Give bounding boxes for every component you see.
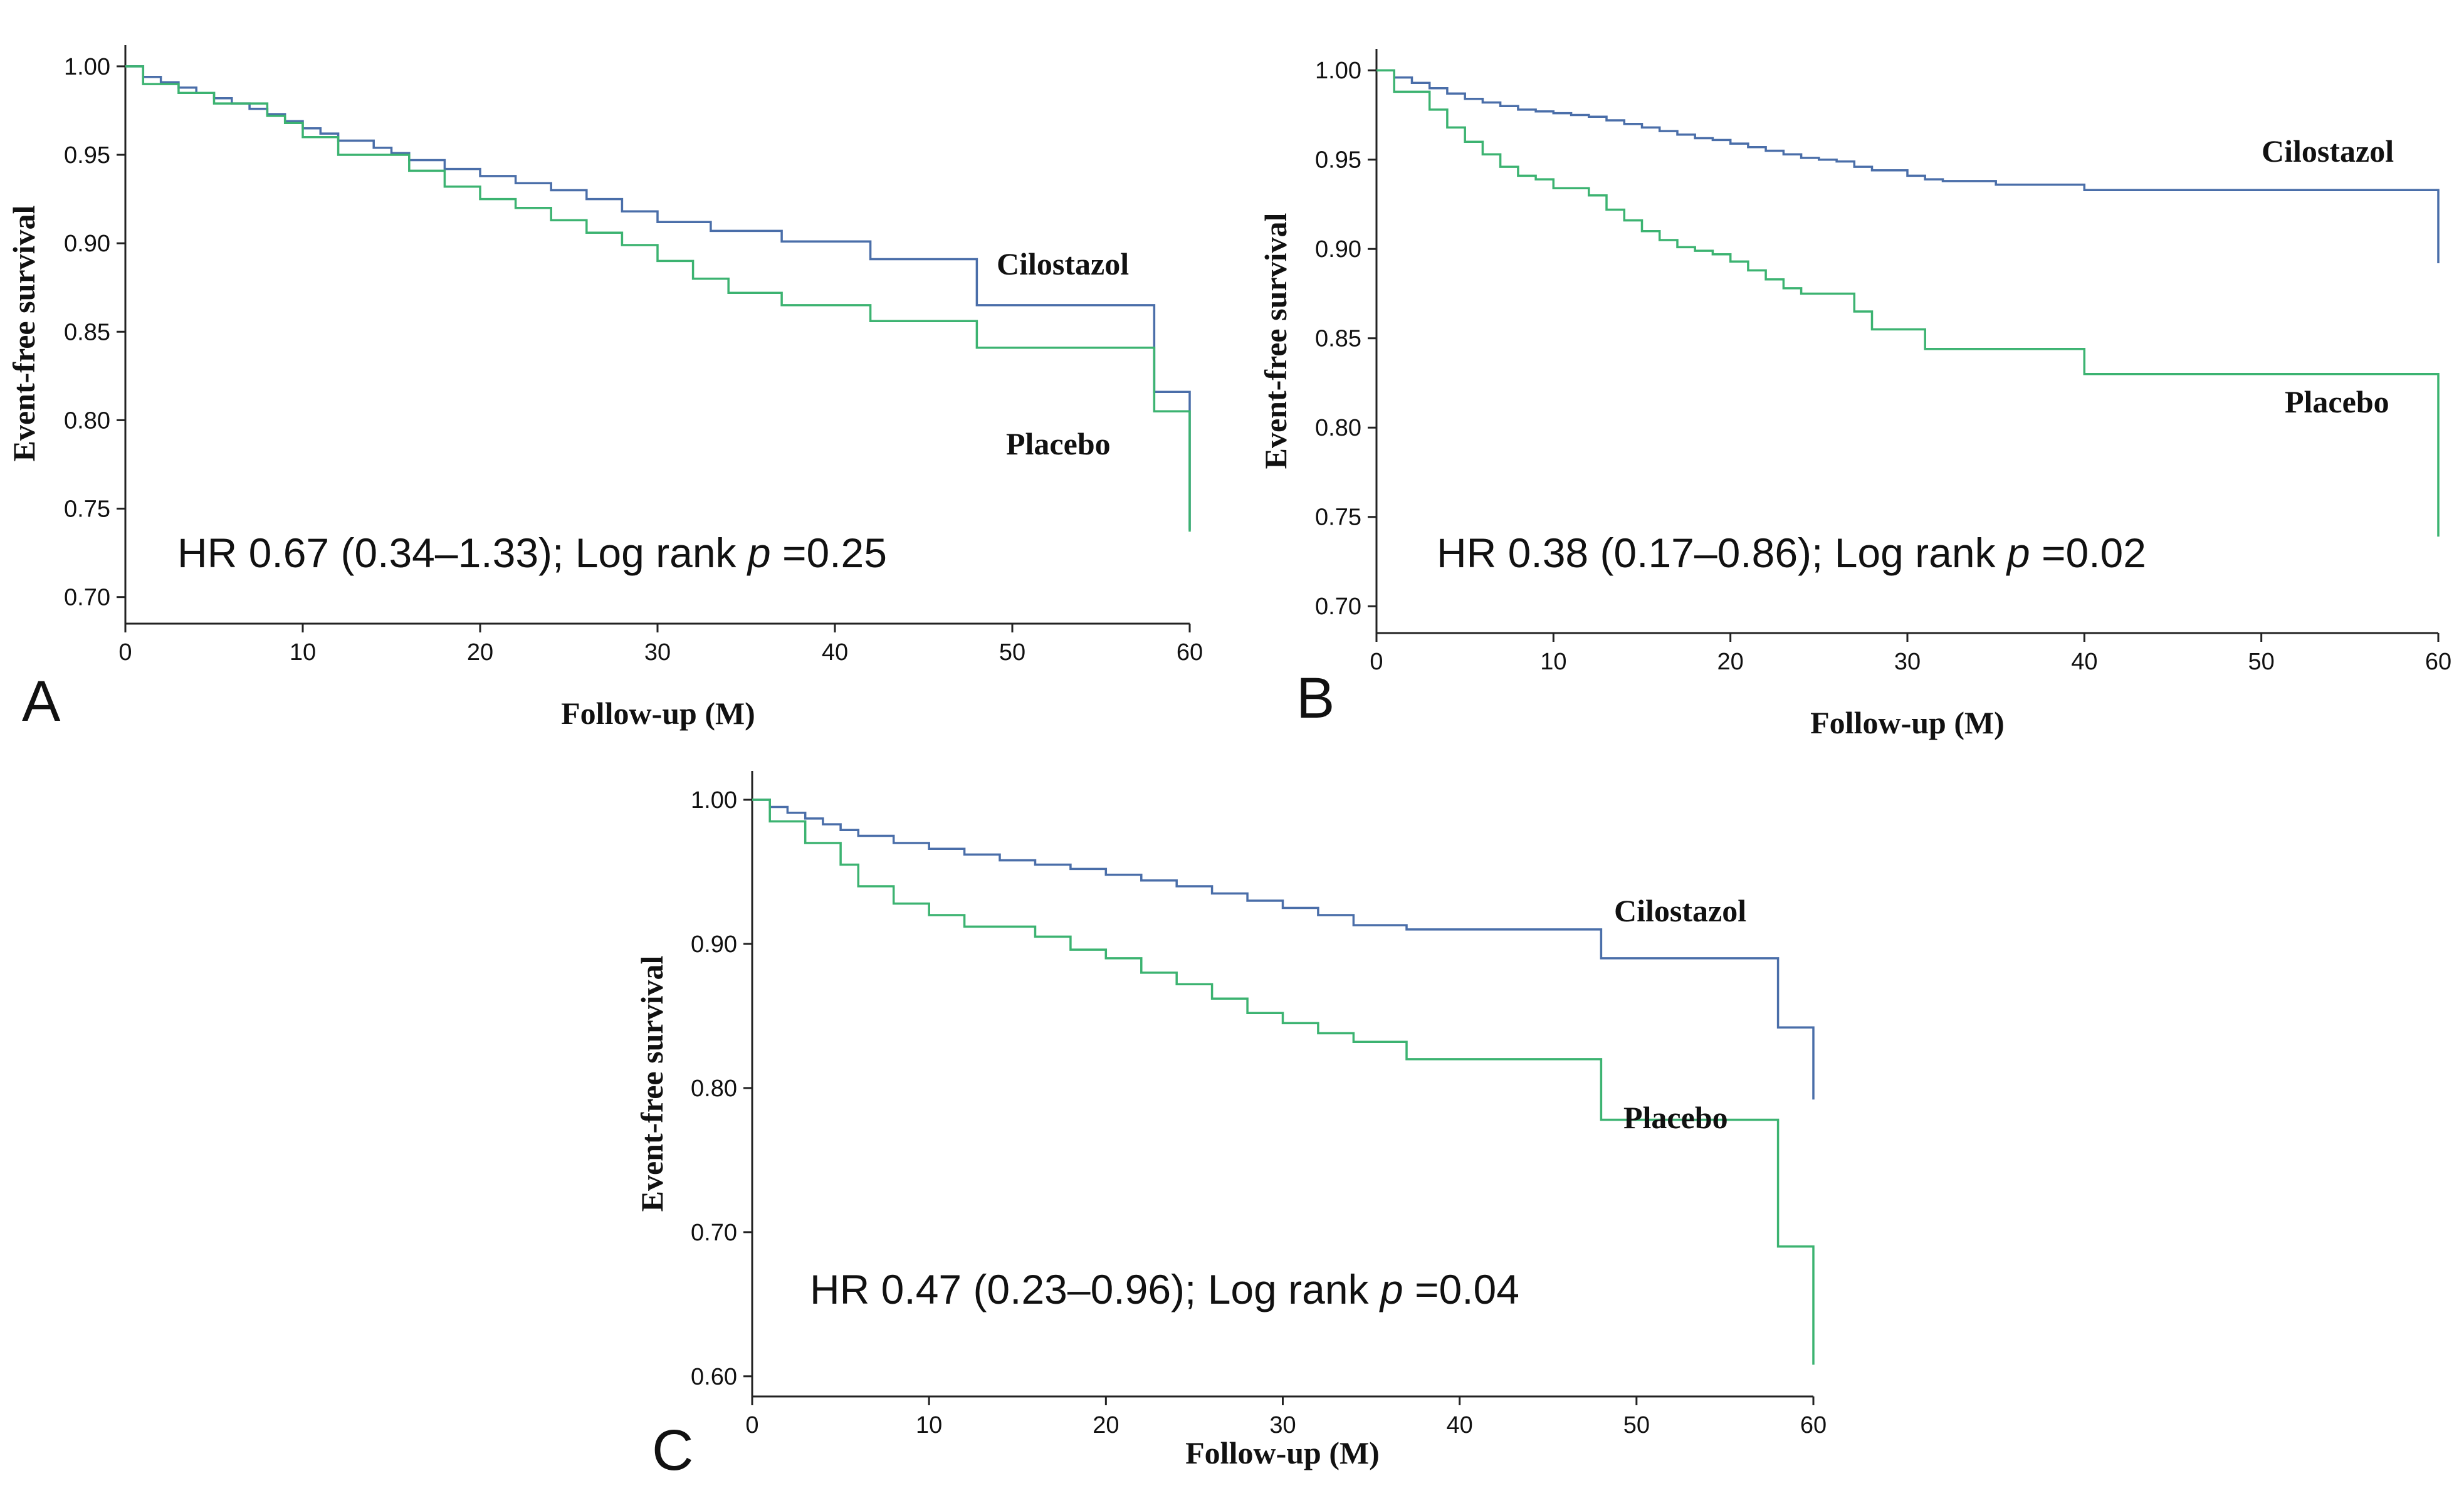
x-axis-title: Follow-up (M) <box>561 696 755 731</box>
x-axis-title: Follow-up (M) <box>1810 705 2005 740</box>
y-axis-title: Event-free survival <box>1258 213 1293 469</box>
x-tick-label: 40 <box>1447 1412 1473 1438</box>
y-tick-label: 1.00 <box>1315 58 1361 84</box>
y-tick-label: 0.70 <box>691 1220 737 1246</box>
p-value: =0.25 <box>771 530 887 576</box>
panel-c: 0 10 20 30 40 50 60 0.60 0.70 0.80 0.90 1.00 Cilosta… <box>634 771 1827 1482</box>
panel-letter: C <box>652 1418 693 1482</box>
x-tick-label: 0 <box>1370 649 1383 675</box>
x-tick-label: 0 <box>118 639 132 666</box>
placebo-label: Placebo <box>2285 384 2389 419</box>
placebo-label: Placebo <box>1623 1100 1728 1135</box>
y-tick-label: 0.85 <box>64 319 110 345</box>
hr-annotation: HR 0.47 (0.23–0.96); Log rank p =0.04 <box>810 1266 1519 1312</box>
cilostazol-label: Cilostazol <box>997 246 1129 281</box>
y-tick-label: 0.80 <box>64 407 110 434</box>
hr-annotation-text: HR 0.47 (0.23–0.96); Log rank <box>810 1266 1380 1312</box>
x-tick-label: 60 <box>2425 649 2451 675</box>
y-tick-label: 1.00 <box>691 787 737 814</box>
x-tick-label: 60 <box>1800 1412 1827 1438</box>
x-tick-label: 10 <box>916 1412 942 1438</box>
p-symbol: p <box>2006 530 2030 576</box>
y-tick-label: 0.85 <box>1315 326 1361 352</box>
y-tick-label: 0.90 <box>691 931 737 958</box>
placebo-curve <box>125 65 1191 532</box>
x-tick-label: 40 <box>822 639 848 666</box>
y-tick-label: 0.70 <box>64 585 110 611</box>
placebo-curve <box>752 799 1815 1365</box>
y-tick-label: 0.95 <box>64 142 110 169</box>
y-tick-label: 1.00 <box>64 54 110 80</box>
p-value: =0.02 <box>2030 530 2146 576</box>
y-tick-label: 0.80 <box>1315 415 1361 441</box>
x-axis-title: Follow-up (M) <box>1185 1435 1380 1470</box>
cilostazol-curve <box>752 799 1815 1100</box>
placebo-curve <box>1376 69 2440 537</box>
hr-annotation-text: HR 0.67 (0.34–1.33); Log rank <box>177 530 748 576</box>
hr-annotation: HR 0.67 (0.34–1.33); Log rank p =0.25 <box>177 530 887 576</box>
y-tick-label: 0.90 <box>1315 236 1361 263</box>
y-tick-label: 0.75 <box>1315 505 1361 531</box>
y-axis-title: Event-free survival <box>634 956 669 1212</box>
x-tick-label: 10 <box>1540 649 1566 675</box>
panel-letter: A <box>22 669 61 733</box>
hr-annotation-text: HR 0.38 (0.17–0.86); Log rank <box>1437 530 2007 576</box>
cilostazol-label: Cilostazol <box>2262 134 2394 169</box>
y-tick-label: 0.70 <box>1315 594 1361 620</box>
x-tick-label: 30 <box>1269 1412 1296 1438</box>
placebo-label: Placebo <box>1006 426 1111 461</box>
hr-annotation: HR 0.38 (0.17–0.86); Log rank p =0.02 <box>1437 530 2146 576</box>
panel-letter: B <box>1296 666 1334 730</box>
cilostazol-label: Cilostazol <box>1614 893 1746 928</box>
y-tick-label: 0.90 <box>64 231 110 257</box>
p-symbol: p <box>747 530 771 576</box>
y-axis-title: Event-free survival <box>6 206 41 462</box>
p-value: =0.04 <box>1403 1266 1519 1312</box>
y-tick-label: 0.95 <box>1315 147 1361 174</box>
y-tick-label: 0.60 <box>691 1364 737 1390</box>
x-tick-label: 10 <box>290 639 316 666</box>
x-tick-label: 50 <box>999 639 1025 666</box>
x-tick-label: 20 <box>467 639 493 666</box>
x-tick-label: 50 <box>1623 1412 1650 1438</box>
p-symbol: p <box>1379 1266 1403 1312</box>
panel-b: 0 10 20 30 40 50 60 0.70 0.75 0.80 0.85 0.90 0.95 1.0… <box>1258 49 2451 740</box>
x-tick-label: 30 <box>1894 649 1921 675</box>
x-tick-label: 20 <box>1093 1412 1119 1438</box>
x-tick-label: 50 <box>2248 649 2275 675</box>
panel-a: 0 10 20 30 40 50 60 0.70 0.75 0.80 0.85 0.90 0.95 1.0… <box>6 45 1203 733</box>
x-tick-label: 60 <box>1177 639 1203 666</box>
x-tick-label: 30 <box>644 639 671 666</box>
cilostazol-curve <box>1376 69 2440 263</box>
x-tick-label: 0 <box>745 1412 758 1438</box>
x-tick-label: 40 <box>2071 649 2097 675</box>
x-tick-label: 20 <box>1717 649 1744 675</box>
y-tick-label: 0.80 <box>691 1076 737 1102</box>
y-tick-label: 0.75 <box>64 496 110 523</box>
